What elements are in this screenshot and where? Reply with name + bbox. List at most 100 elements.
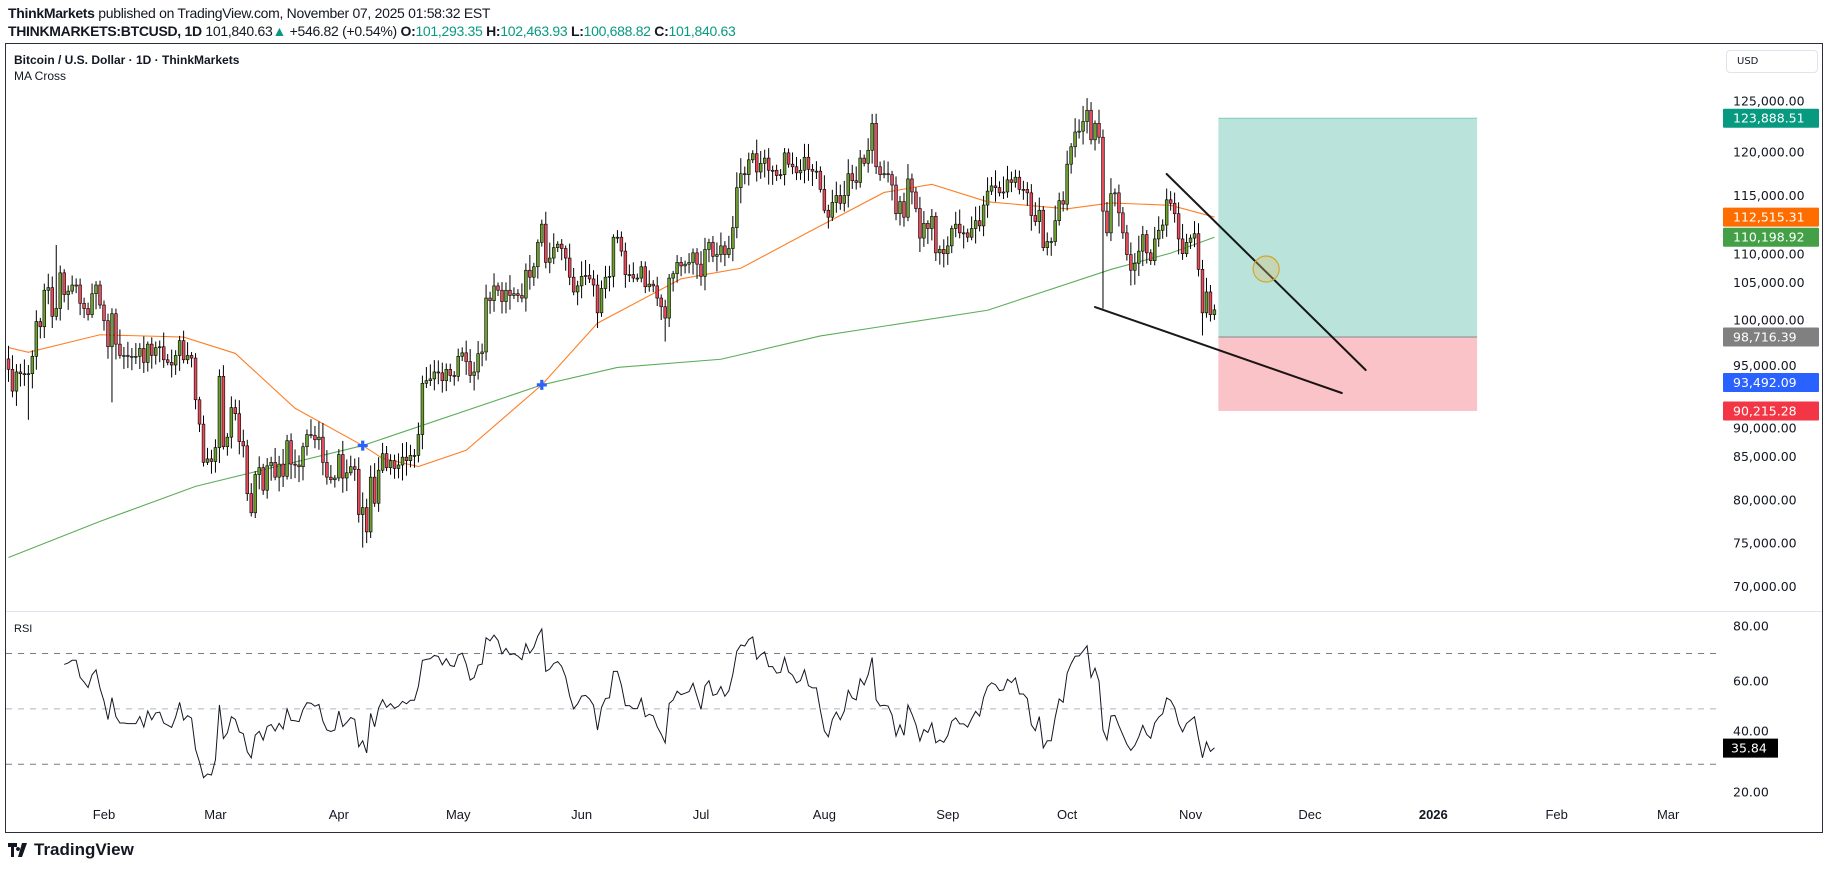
price-tick-label: 75,000.00	[1733, 536, 1797, 551]
candle-up	[802, 156, 807, 171]
candle-down	[1168, 199, 1173, 204]
candle-down	[679, 262, 683, 267]
candle-down	[1176, 213, 1181, 240]
date-tick-label: Mar	[1657, 807, 1680, 822]
candle-up	[1049, 241, 1053, 243]
price-badge	[1723, 372, 1819, 392]
date-tick-label: Oct	[1057, 807, 1078, 822]
candle-up	[770, 169, 775, 172]
candle-down	[372, 476, 377, 504]
candle-up	[1045, 241, 1049, 248]
candle-up	[981, 204, 986, 227]
candle-up	[719, 245, 723, 255]
date-tick-label: Feb	[93, 807, 115, 822]
published-text: published on TradingView.com, November 0…	[98, 5, 491, 21]
candle-up	[90, 293, 94, 315]
price-badge-label: 123,888.51	[1733, 111, 1805, 126]
candle-up	[671, 273, 675, 279]
trendline[interactable]	[1165, 172, 1367, 372]
candle-up	[647, 283, 651, 288]
candle-down	[822, 189, 827, 211]
price-badge	[1723, 108, 1819, 128]
candle-up	[611, 236, 616, 277]
candle-up	[1053, 220, 1057, 242]
candle-up	[34, 321, 39, 357]
candle-up	[476, 353, 480, 373]
highlight-circle[interactable]	[1252, 255, 1280, 283]
price-tick-label: 125,000.00	[1733, 94, 1805, 109]
candle-down	[169, 362, 174, 366]
candle-up	[1013, 176, 1018, 183]
candle-up	[14, 371, 19, 392]
candle-up	[253, 474, 257, 514]
candle-up	[138, 348, 142, 357]
candle-down	[810, 169, 815, 172]
price-tick-label: 90,000.00	[1733, 420, 1797, 435]
candle-down	[1125, 232, 1129, 255]
candle-up	[1153, 238, 1157, 261]
candle-up	[627, 274, 632, 276]
candle-up	[58, 272, 62, 309]
candle-down	[643, 266, 647, 288]
candle-down	[711, 242, 715, 257]
candle-down	[6, 358, 11, 370]
candle-up	[1005, 179, 1010, 193]
legend-indicator[interactable]: MA Cross	[14, 69, 67, 83]
candle-up	[707, 242, 711, 250]
time-axis[interactable]: Feb Mar Apr May Jun Jul Aug Sep Oct Nov Dec 2026 Feb…	[93, 807, 1680, 822]
candle-down	[655, 285, 659, 299]
tradingview-logo-icon	[8, 843, 27, 857]
legend-title[interactable]: Bitcoin / U.S. Dollar · 1D · ThinkMarket…	[14, 53, 240, 67]
triangle-up-icon: ▲	[272, 23, 286, 39]
candle-down	[309, 434, 313, 436]
candle-down	[663, 306, 667, 319]
candle-up	[380, 453, 385, 471]
candle-down	[838, 195, 843, 204]
candle-down	[516, 293, 520, 296]
candle-down	[544, 223, 548, 263]
trendline[interactable]	[1094, 306, 1343, 394]
candle-up	[416, 434, 421, 456]
price-badge	[1723, 227, 1819, 247]
candle-up	[1081, 121, 1085, 132]
candle-up	[798, 169, 803, 174]
candle-up	[46, 287, 50, 291]
target-zone[interactable]	[1218, 118, 1478, 338]
candle-down	[528, 269, 532, 278]
stop-zone[interactable]	[1218, 337, 1478, 411]
candle-up	[1037, 209, 1042, 222]
candle-up	[1160, 224, 1165, 231]
candle-up	[134, 356, 138, 358]
price-tick-label: 110,000.00	[1733, 247, 1805, 262]
candle-down	[468, 361, 472, 376]
candle-down	[790, 163, 795, 168]
candle-up	[524, 269, 528, 299]
candle-down	[934, 216, 938, 254]
candle-up	[727, 248, 731, 255]
candle-down	[18, 371, 23, 374]
candle-down	[886, 173, 890, 176]
candle-up	[26, 373, 31, 375]
candle-down	[488, 297, 492, 301]
candle-down	[1025, 189, 1030, 194]
candle-up	[715, 254, 719, 257]
candle-down	[150, 343, 154, 356]
rsi-legend[interactable]: RSI	[14, 623, 33, 635]
candle-down	[189, 355, 194, 359]
currency-button[interactable]: USD	[1726, 50, 1818, 73]
candle-up	[1073, 131, 1077, 148]
candle-up	[858, 157, 862, 183]
price-axis[interactable]: 125,000.00 120,000.00 115,000.00 110,000.00…	[1733, 94, 1805, 800]
candle-up	[1109, 193, 1113, 234]
candle-up	[30, 356, 35, 374]
rsi-tick-label: 80.00	[1733, 618, 1769, 633]
candle-down	[563, 248, 568, 259]
candle-up	[1001, 191, 1006, 194]
candle-up	[400, 456, 405, 466]
main-pane	[6, 98, 1478, 559]
candle-down	[1017, 176, 1022, 190]
candle-down	[209, 458, 214, 462]
candle-down	[591, 278, 596, 286]
candle-up	[687, 262, 691, 265]
